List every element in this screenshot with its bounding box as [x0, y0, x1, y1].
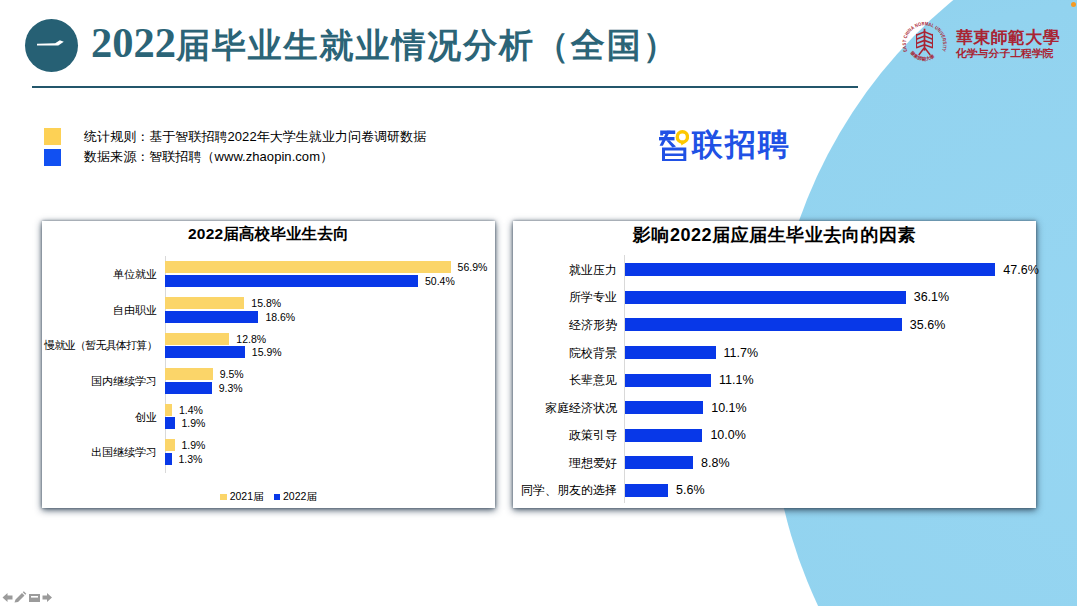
svg-text:華東師範大學: 華東師範大學: [909, 50, 936, 62]
